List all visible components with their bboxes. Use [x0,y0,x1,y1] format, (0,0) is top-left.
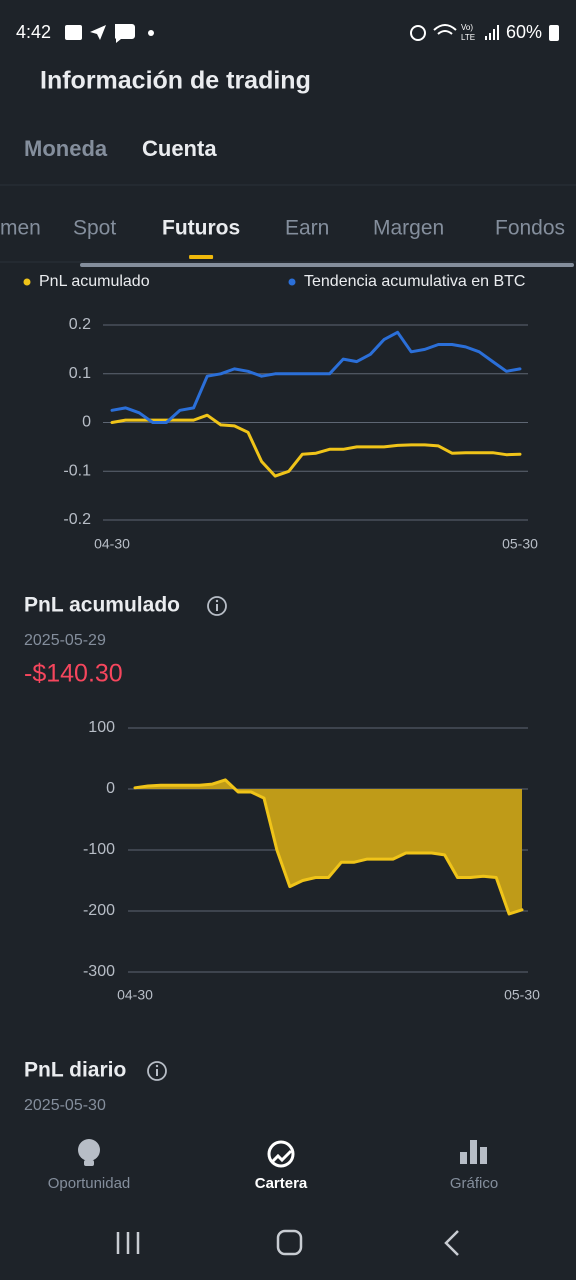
info-icon[interactable] [147,1061,167,1081]
status-lte: LTE [461,33,475,42]
section-title: PnL acumulado [24,594,180,617]
section-date: 2025-05-29 [24,632,106,649]
nav-label[interactable]: Oportunidad [48,1175,131,1192]
tab[interactable]: Cuenta [142,136,217,161]
tab[interactable]: Moneda [24,136,108,161]
nav-label[interactable]: Gráfico [450,1175,498,1192]
x-tick-label: 05-30 [502,536,538,552]
bottom-nav [0,1125,576,1215]
y-tick-label: -300 [83,963,115,980]
subtab[interactable]: Fondos [495,217,565,240]
line [110,330,522,424]
subtab[interactable]: Earn [285,217,329,240]
y-tick-label: 0.2 [69,316,91,333]
y-tick-label: -100 [83,841,115,858]
y-tick-label: -200 [83,902,115,919]
subtab-indicator [189,255,214,259]
status-battery: 60% [506,22,542,42]
subtab[interactable]: Futuros [162,217,240,240]
y-tick-label: 100 [88,719,115,736]
y-tick-label: -0.2 [63,511,91,528]
nav-icon[interactable] [78,1139,100,1166]
pnl-value: -$140.30 [24,660,123,688]
legend-swatch [23,278,31,286]
area [135,779,522,914]
legend-label: Tendencia acumulativa en BTC [304,273,525,290]
x-tick-label: 04-30 [117,987,153,1003]
subtab[interactable]: Spot [73,217,116,240]
x-tick-label: 04-30 [94,536,130,552]
section-date: 2025-05-30 [24,1097,106,1114]
line [110,413,522,478]
status-icons [65,24,559,43]
nav-icon[interactable] [460,1140,487,1164]
y-tick-label: 0 [106,780,115,797]
y-tick-label: 0 [82,414,91,431]
status-volte: Vo) [461,23,473,32]
nav-label[interactable]: Cartera [255,1175,308,1192]
scrollbar [80,263,574,267]
section-title: PnL diario [24,1059,126,1082]
y-tick-label: 0.1 [69,365,91,382]
legend-label: PnL acumulado [39,273,150,290]
legend-swatch [288,278,296,286]
system-nav[interactable] [116,1229,459,1256]
status-time: 4:42 [16,22,51,42]
info-icon[interactable] [207,596,227,616]
x-tick-label: 05-30 [504,987,540,1003]
page-title: Información de trading [40,67,311,95]
subtab[interactable]: men [0,217,41,240]
nav-icon[interactable] [267,1140,295,1168]
y-tick-label: -0.1 [63,462,91,479]
line [133,778,524,916]
subtab[interactable]: Margen [373,217,444,240]
